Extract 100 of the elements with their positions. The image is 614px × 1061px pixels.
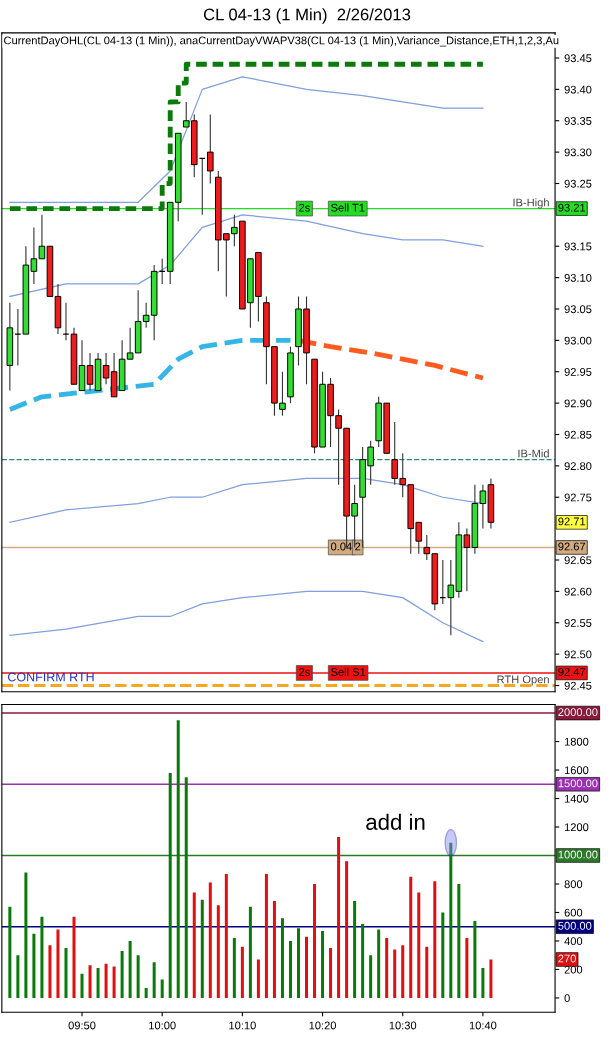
annotation: 92.47 [558, 668, 586, 676]
bar [240, 946, 244, 998]
bar [369, 955, 373, 998]
bar [321, 931, 325, 998]
annotation: 92.67 [558, 542, 586, 551]
annotation: 2 [355, 542, 361, 551]
bar [80, 973, 84, 998]
y-tick-label: 93.00 [564, 336, 592, 345]
bar [224, 874, 228, 998]
bar [417, 892, 421, 998]
bar [248, 906, 252, 998]
bar [425, 946, 429, 998]
annotation: CONFIRM RTH [8, 672, 94, 682]
annotation: 270 [558, 954, 576, 963]
annotation: 0.04 [331, 542, 352, 551]
y-tick-label: 93.35 [564, 117, 592, 125]
bar [64, 948, 68, 998]
bar [409, 876, 413, 998]
x-tick-label: 10:40 [469, 1021, 497, 1030]
bar [256, 959, 260, 998]
y-tick-label: 93.25 [564, 179, 592, 188]
y-tick-label: 600 [564, 908, 583, 917]
bar [72, 916, 76, 998]
bar [296, 928, 300, 998]
line-series [9, 590, 484, 643]
bar [272, 901, 276, 998]
bar [280, 918, 284, 998]
x-tick-label: 10:20 [309, 1021, 337, 1030]
bar [8, 906, 12, 998]
y-tick-label: 92.90 [564, 399, 592, 408]
bar [152, 962, 156, 998]
y-tick-label: 1800 [564, 737, 589, 746]
y-tick-label: 1200 [564, 823, 589, 832]
bar [120, 950, 124, 998]
chart-title: CL 04-13 (1 Min) 2/26/2013 [203, 8, 411, 24]
y-tick-label: 400 [564, 937, 583, 946]
annotation: CurrentDayOHL(CL 04-13 (1 Min)), anaCurrentDayVWAPV38(CL 04-13 (1 Min),Variance_Distance,ETH,1,2,3,Au [4, 36, 559, 47]
y-tick-label: 1600 [564, 766, 589, 775]
annotation: 2s [299, 668, 310, 676]
bar [88, 965, 92, 998]
y-tick-label: 1400 [564, 794, 589, 803]
annotation: 92.71 [558, 517, 586, 526]
bar [192, 892, 196, 998]
bar [385, 938, 389, 998]
y-tick-label: 92.55 [564, 619, 592, 627]
bar [56, 929, 60, 998]
line-series [9, 214, 484, 298]
x-tick-label: 10:30 [389, 1021, 417, 1030]
bar [457, 883, 461, 998]
ref-line-label: 1000.00 [558, 850, 598, 859]
bar [216, 905, 220, 998]
y-tick-label: 93.45 [564, 54, 592, 63]
candlestick [86, 352, 94, 392]
bar [313, 883, 317, 998]
bar [112, 966, 116, 998]
bar [401, 945, 405, 998]
bar [433, 881, 437, 998]
y-tick-label: 93.30 [564, 148, 592, 157]
bar [473, 921, 477, 998]
bar [393, 949, 397, 998]
ref-line-label: 1500.00 [558, 779, 598, 788]
line-series [7, 337, 293, 412]
candlestick [207, 113, 214, 185]
ref-line-label: IB-High [513, 198, 549, 209]
y-tick-label: 200 [564, 965, 583, 974]
x-tick-label: 10:00 [149, 1021, 176, 1030]
x-tick-label: 09:50 [68, 1021, 96, 1030]
line-series [9, 76, 484, 203]
bar [208, 882, 212, 998]
bar [176, 720, 180, 998]
annotation: 2s [299, 203, 310, 212]
bar [377, 929, 381, 998]
annotation: 93.21 [558, 203, 586, 212]
annotation: Sell S1 [331, 667, 366, 676]
y-tick-label: 0 [564, 994, 570, 1003]
ref-line-label: IB-Mid [518, 449, 549, 458]
bar [305, 936, 309, 998]
y-tick-label: 92.50 [564, 650, 592, 659]
y-tick-label: 93.15 [564, 242, 592, 251]
bar [264, 874, 268, 998]
y-tick-label: 92.60 [564, 587, 592, 596]
bar [465, 938, 469, 998]
bar [489, 959, 493, 998]
y-tick-label: 92.65 [564, 556, 592, 565]
bar [168, 772, 172, 998]
bar [337, 836, 341, 998]
annotation: Sell T1 [331, 203, 365, 212]
bar [128, 940, 132, 998]
bar [329, 948, 333, 998]
bar [441, 912, 445, 998]
y-tick-label: 92.45 [564, 681, 592, 690]
bar [96, 968, 100, 998]
bar [232, 938, 236, 998]
bar [104, 963, 108, 998]
y-tick-label: 93.40 [564, 85, 592, 94]
y-tick-label: 92.85 [564, 430, 592, 439]
y-tick-label: 92.75 [564, 493, 592, 502]
y-tick-label: 93.05 [564, 305, 592, 314]
ref-line-label: 2000.00 [558, 708, 598, 717]
bar [136, 955, 140, 998]
